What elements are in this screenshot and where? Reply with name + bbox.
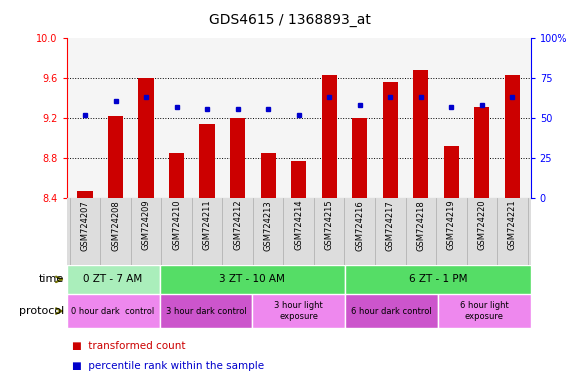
Text: 3 ZT - 10 AM: 3 ZT - 10 AM (219, 274, 285, 285)
Text: 3 hour dark control: 3 hour dark control (165, 306, 246, 316)
Bar (291, 161, 306, 198)
Bar (345, 294, 438, 328)
Bar (444, 146, 459, 198)
Bar (505, 75, 520, 198)
Text: GSM724207: GSM724207 (81, 200, 89, 250)
Text: 6 hour light
exposure: 6 hour light exposure (460, 301, 509, 321)
Bar (438, 294, 531, 328)
Text: GSM724214: GSM724214 (294, 200, 303, 250)
Bar (321, 75, 337, 198)
Text: 0 ZT - 7 AM: 0 ZT - 7 AM (84, 274, 143, 285)
Bar (474, 107, 490, 198)
Bar (252, 294, 345, 328)
Bar (67, 294, 160, 328)
Text: GSM724210: GSM724210 (172, 200, 181, 250)
Text: GSM724213: GSM724213 (264, 200, 273, 250)
Bar (345, 265, 531, 294)
Bar (160, 294, 252, 328)
Bar (67, 265, 160, 294)
Text: GSM724218: GSM724218 (416, 200, 425, 250)
Text: GSM724221: GSM724221 (508, 200, 517, 250)
Text: 6 hour dark control: 6 hour dark control (351, 306, 432, 316)
Bar (139, 78, 154, 198)
Text: 0 hour dark  control: 0 hour dark control (71, 306, 155, 316)
Text: ■  percentile rank within the sample: ■ percentile rank within the sample (72, 361, 264, 371)
Bar (383, 82, 398, 198)
Text: GSM724219: GSM724219 (447, 200, 456, 250)
Text: time: time (38, 274, 64, 285)
Text: 3 hour light
exposure: 3 hour light exposure (274, 301, 323, 321)
Text: ■  transformed count: ■ transformed count (72, 341, 186, 351)
Bar (413, 70, 429, 198)
Text: GSM724217: GSM724217 (386, 200, 395, 250)
Text: GSM724215: GSM724215 (325, 200, 333, 250)
Text: GSM724209: GSM724209 (142, 200, 151, 250)
Bar (169, 153, 184, 198)
Text: GSM724216: GSM724216 (356, 200, 364, 250)
Bar (260, 153, 276, 198)
Text: GSM724211: GSM724211 (202, 200, 212, 250)
Bar (200, 124, 215, 198)
Text: protocol: protocol (19, 306, 64, 316)
Text: GDS4615 / 1368893_at: GDS4615 / 1368893_at (209, 13, 371, 27)
Bar (230, 118, 245, 198)
Text: GSM724208: GSM724208 (111, 200, 120, 250)
Text: GSM724212: GSM724212 (233, 200, 242, 250)
Bar (77, 191, 93, 198)
Text: 6 ZT - 1 PM: 6 ZT - 1 PM (409, 274, 467, 285)
Bar (108, 116, 123, 198)
Bar (352, 118, 367, 198)
Text: GSM724220: GSM724220 (477, 200, 487, 250)
Bar (160, 265, 345, 294)
